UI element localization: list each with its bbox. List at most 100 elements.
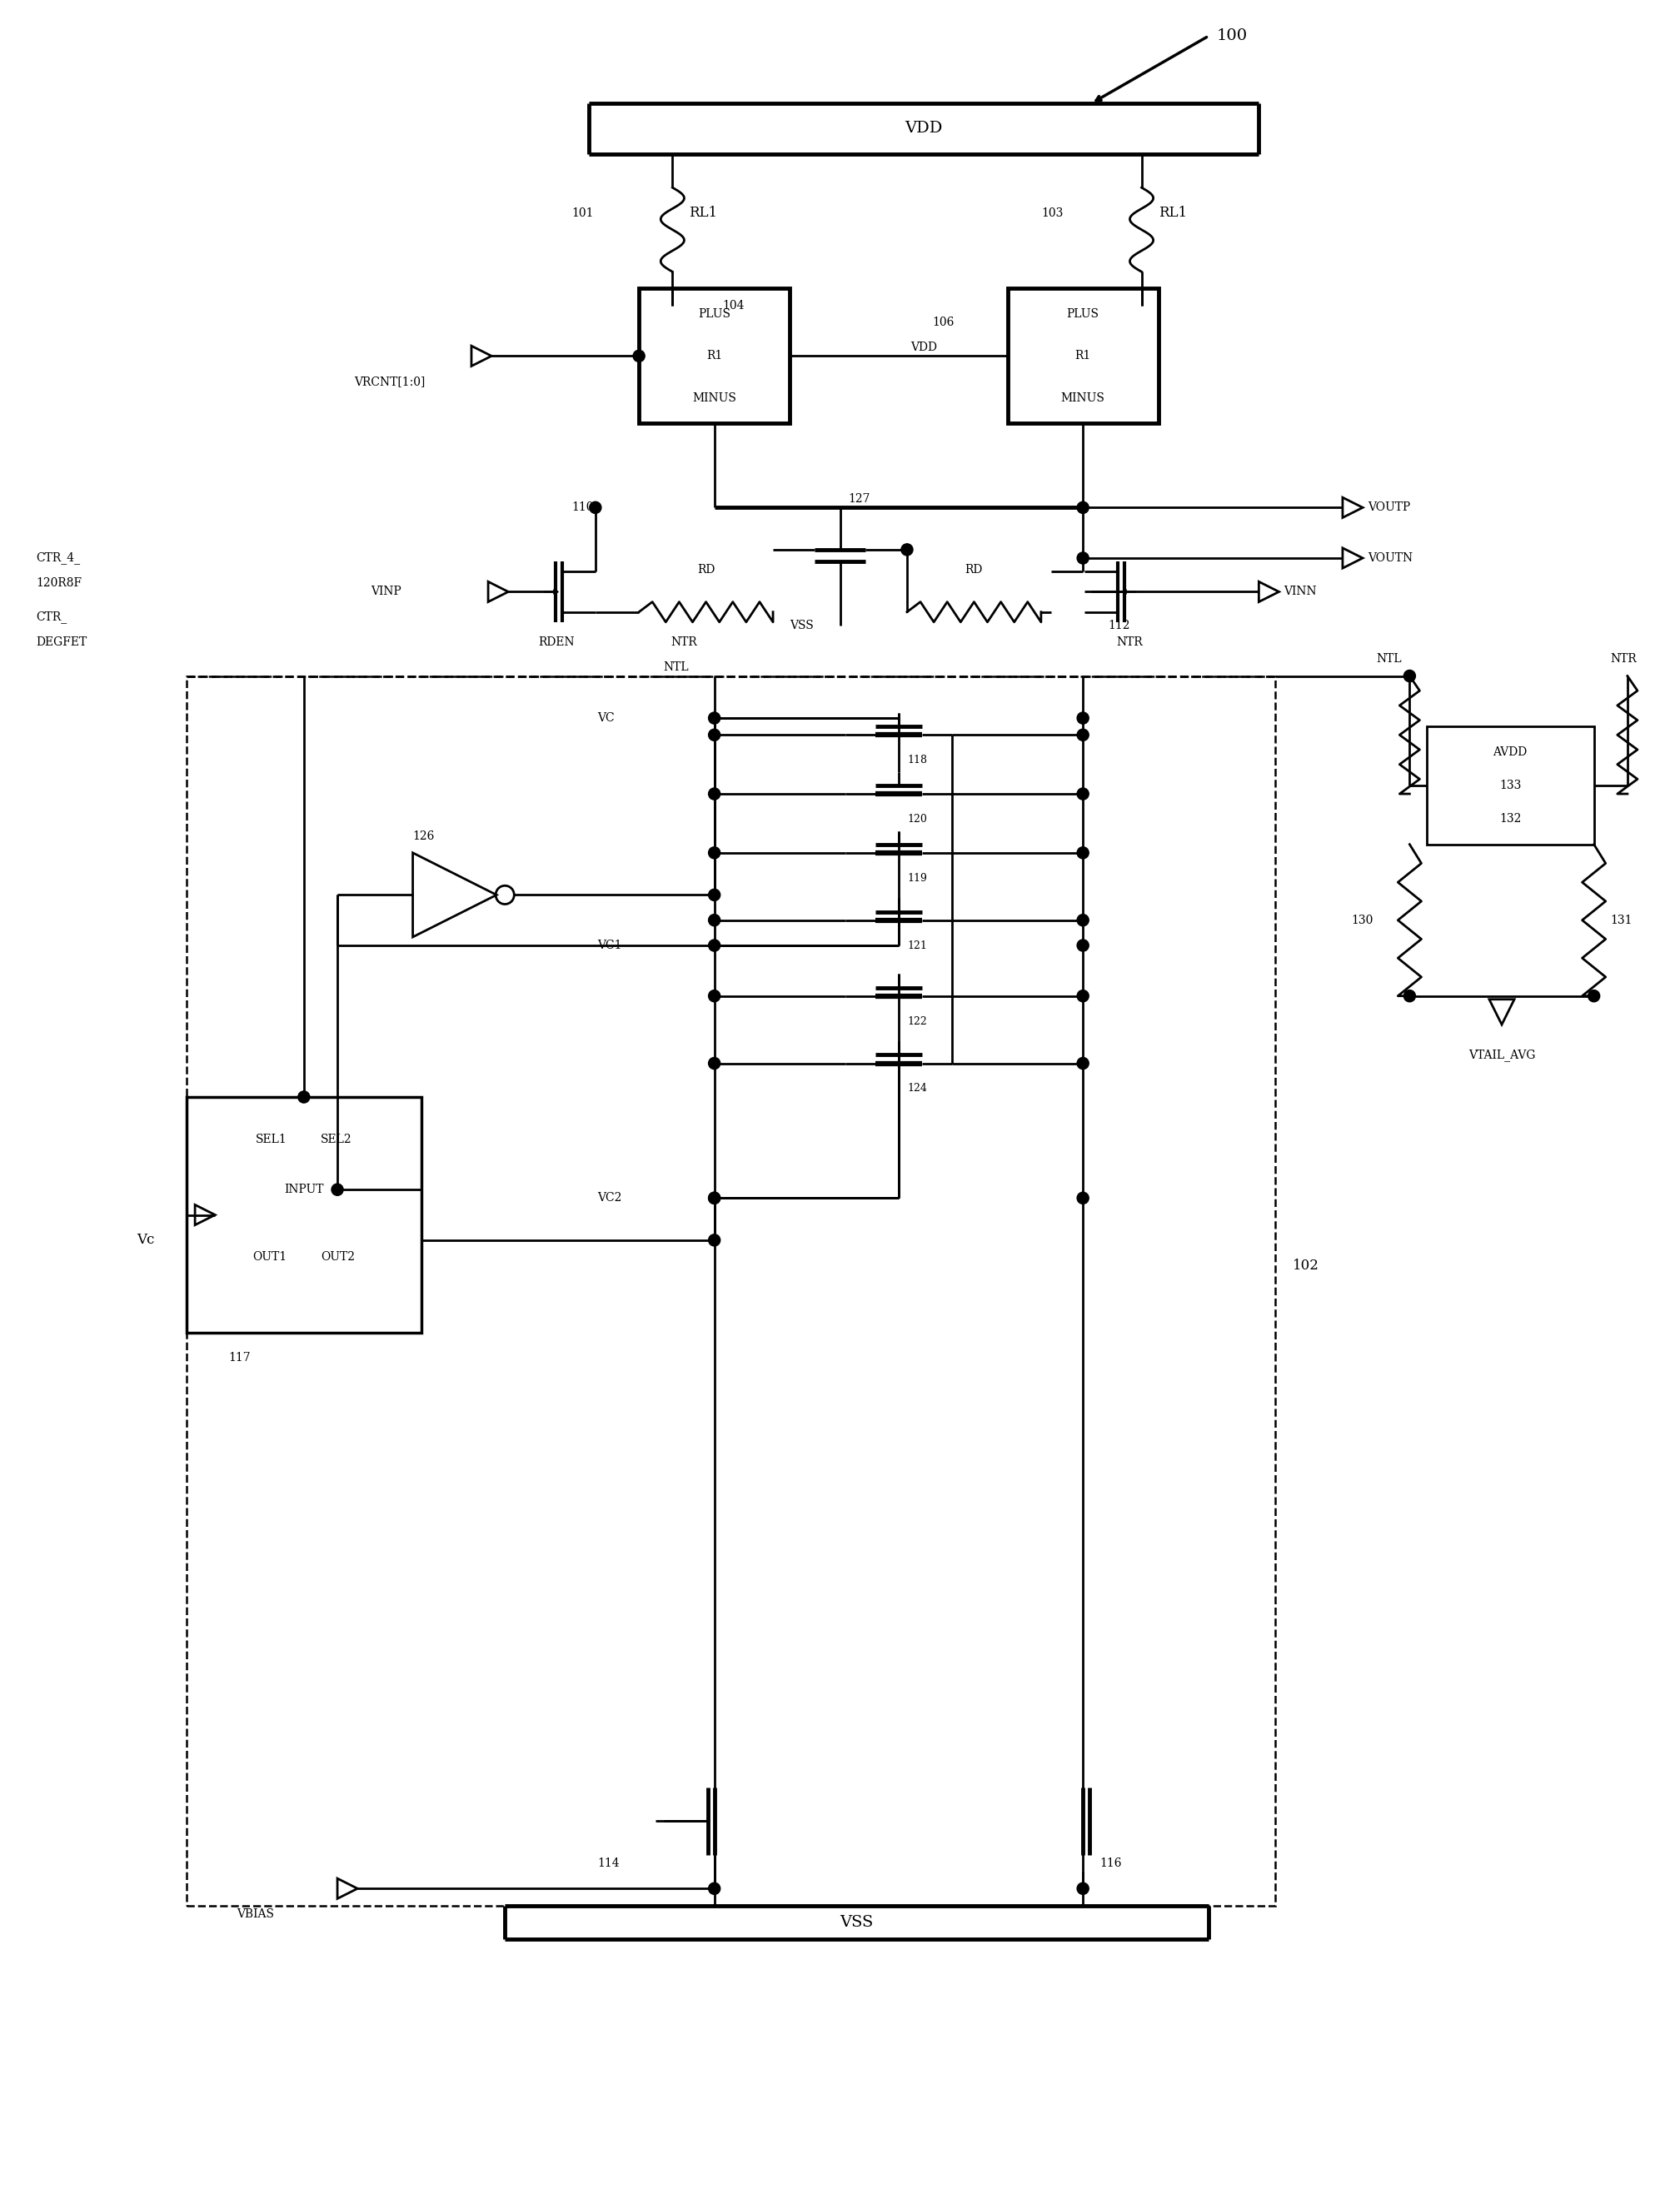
Text: NTL: NTL — [1376, 654, 1401, 665]
Circle shape — [1588, 989, 1599, 1003]
Text: 101: 101 — [571, 206, 595, 219]
Text: 122: 122 — [907, 1016, 927, 1027]
Circle shape — [1077, 939, 1089, 952]
Text: PLUS: PLUS — [1067, 307, 1099, 320]
Text: 133: 133 — [1499, 779, 1520, 792]
Circle shape — [1077, 1058, 1089, 1068]
Text: PLUS: PLUS — [699, 307, 731, 320]
Circle shape — [1077, 788, 1089, 801]
Circle shape — [709, 728, 721, 742]
Text: CTR_: CTR_ — [35, 610, 67, 623]
Circle shape — [1077, 728, 1089, 742]
Text: 117: 117 — [228, 1352, 250, 1365]
Text: VSS: VSS — [840, 1915, 874, 1931]
Circle shape — [709, 1882, 721, 1893]
Text: DEGFET: DEGFET — [35, 636, 87, 647]
Text: RL1: RL1 — [689, 206, 717, 219]
Text: R1: R1 — [706, 351, 722, 362]
Bar — [638, 290, 790, 423]
Circle shape — [709, 915, 721, 926]
Text: 132: 132 — [1499, 814, 1520, 825]
Text: VTAIL_AVG: VTAIL_AVG — [1468, 1049, 1536, 1062]
Text: 131: 131 — [1611, 915, 1633, 926]
Text: RD: RD — [697, 564, 716, 575]
Text: MINUS: MINUS — [692, 393, 736, 404]
Text: 100: 100 — [1216, 29, 1248, 44]
Circle shape — [1077, 915, 1089, 926]
Text: VINN: VINN — [1284, 586, 1317, 597]
Text: RL1: RL1 — [1158, 206, 1186, 219]
Text: CTR_4_: CTR_4_ — [35, 553, 81, 564]
Text: VBIAS: VBIAS — [237, 1909, 274, 1920]
Circle shape — [709, 713, 721, 724]
Bar — [186, 676, 1275, 1904]
Text: AVDD: AVDD — [1494, 746, 1527, 757]
Circle shape — [1404, 989, 1416, 1003]
Circle shape — [709, 939, 721, 952]
Circle shape — [709, 1235, 721, 1246]
Circle shape — [709, 1191, 721, 1205]
Text: VINP: VINP — [371, 586, 402, 597]
Text: VDD: VDD — [906, 121, 942, 136]
Circle shape — [900, 544, 912, 555]
Text: 119: 119 — [907, 873, 927, 884]
Circle shape — [633, 351, 645, 362]
Circle shape — [1077, 989, 1089, 1003]
Text: 120: 120 — [907, 814, 927, 825]
Text: VC2: VC2 — [596, 1191, 622, 1205]
Text: VSS: VSS — [790, 619, 813, 632]
Text: R1: R1 — [1075, 351, 1090, 362]
Text: INPUT: INPUT — [284, 1185, 324, 1196]
Text: 127: 127 — [848, 494, 870, 505]
Text: VC1: VC1 — [596, 939, 622, 952]
Circle shape — [709, 788, 721, 801]
Circle shape — [1077, 553, 1089, 564]
Text: VDD: VDD — [911, 342, 937, 353]
Text: 114: 114 — [596, 1858, 620, 1869]
Circle shape — [1077, 502, 1089, 513]
Circle shape — [297, 1090, 309, 1104]
Text: 106: 106 — [932, 316, 954, 329]
Circle shape — [709, 889, 721, 902]
Text: VRCNT[1:0]: VRCNT[1:0] — [354, 375, 425, 386]
Circle shape — [331, 1185, 343, 1196]
Text: 126: 126 — [413, 829, 435, 842]
Text: 120R8F: 120R8F — [35, 577, 82, 590]
Circle shape — [590, 502, 601, 513]
Text: RD: RD — [964, 564, 983, 575]
Text: VOUTP: VOUTP — [1368, 502, 1411, 513]
Text: NTR: NTR — [1117, 636, 1142, 647]
Text: OUT1: OUT1 — [254, 1251, 287, 1264]
Text: 110: 110 — [571, 502, 595, 513]
Text: 124: 124 — [907, 1084, 927, 1095]
Circle shape — [709, 847, 721, 858]
Text: SEL2: SEL2 — [321, 1134, 353, 1145]
Text: 102: 102 — [1292, 1259, 1319, 1273]
Text: VC: VC — [596, 713, 615, 724]
Circle shape — [709, 1191, 721, 1205]
Bar — [1426, 726, 1594, 845]
Circle shape — [709, 989, 721, 1003]
Text: NTL: NTL — [664, 663, 689, 674]
Text: 103: 103 — [1042, 206, 1063, 219]
Text: Vc: Vc — [136, 1233, 155, 1246]
Text: NTR: NTR — [670, 636, 697, 647]
Text: SEL1: SEL1 — [255, 1134, 287, 1145]
Circle shape — [1077, 847, 1089, 858]
Text: 112: 112 — [1109, 619, 1131, 632]
Text: MINUS: MINUS — [1060, 393, 1105, 404]
Text: 130: 130 — [1351, 915, 1373, 926]
Text: 104: 104 — [722, 301, 744, 312]
Text: OUT2: OUT2 — [321, 1251, 354, 1264]
Text: NTR: NTR — [1611, 654, 1636, 665]
Text: RDEN: RDEN — [538, 636, 575, 647]
Text: VOUTN: VOUTN — [1368, 553, 1413, 564]
Text: 116: 116 — [1100, 1858, 1122, 1869]
Bar — [186, 1097, 422, 1332]
Bar — [1008, 290, 1158, 423]
Text: 121: 121 — [907, 939, 927, 950]
Circle shape — [1077, 713, 1089, 724]
Text: 118: 118 — [907, 755, 927, 766]
Circle shape — [709, 1058, 721, 1068]
Circle shape — [1077, 1882, 1089, 1893]
